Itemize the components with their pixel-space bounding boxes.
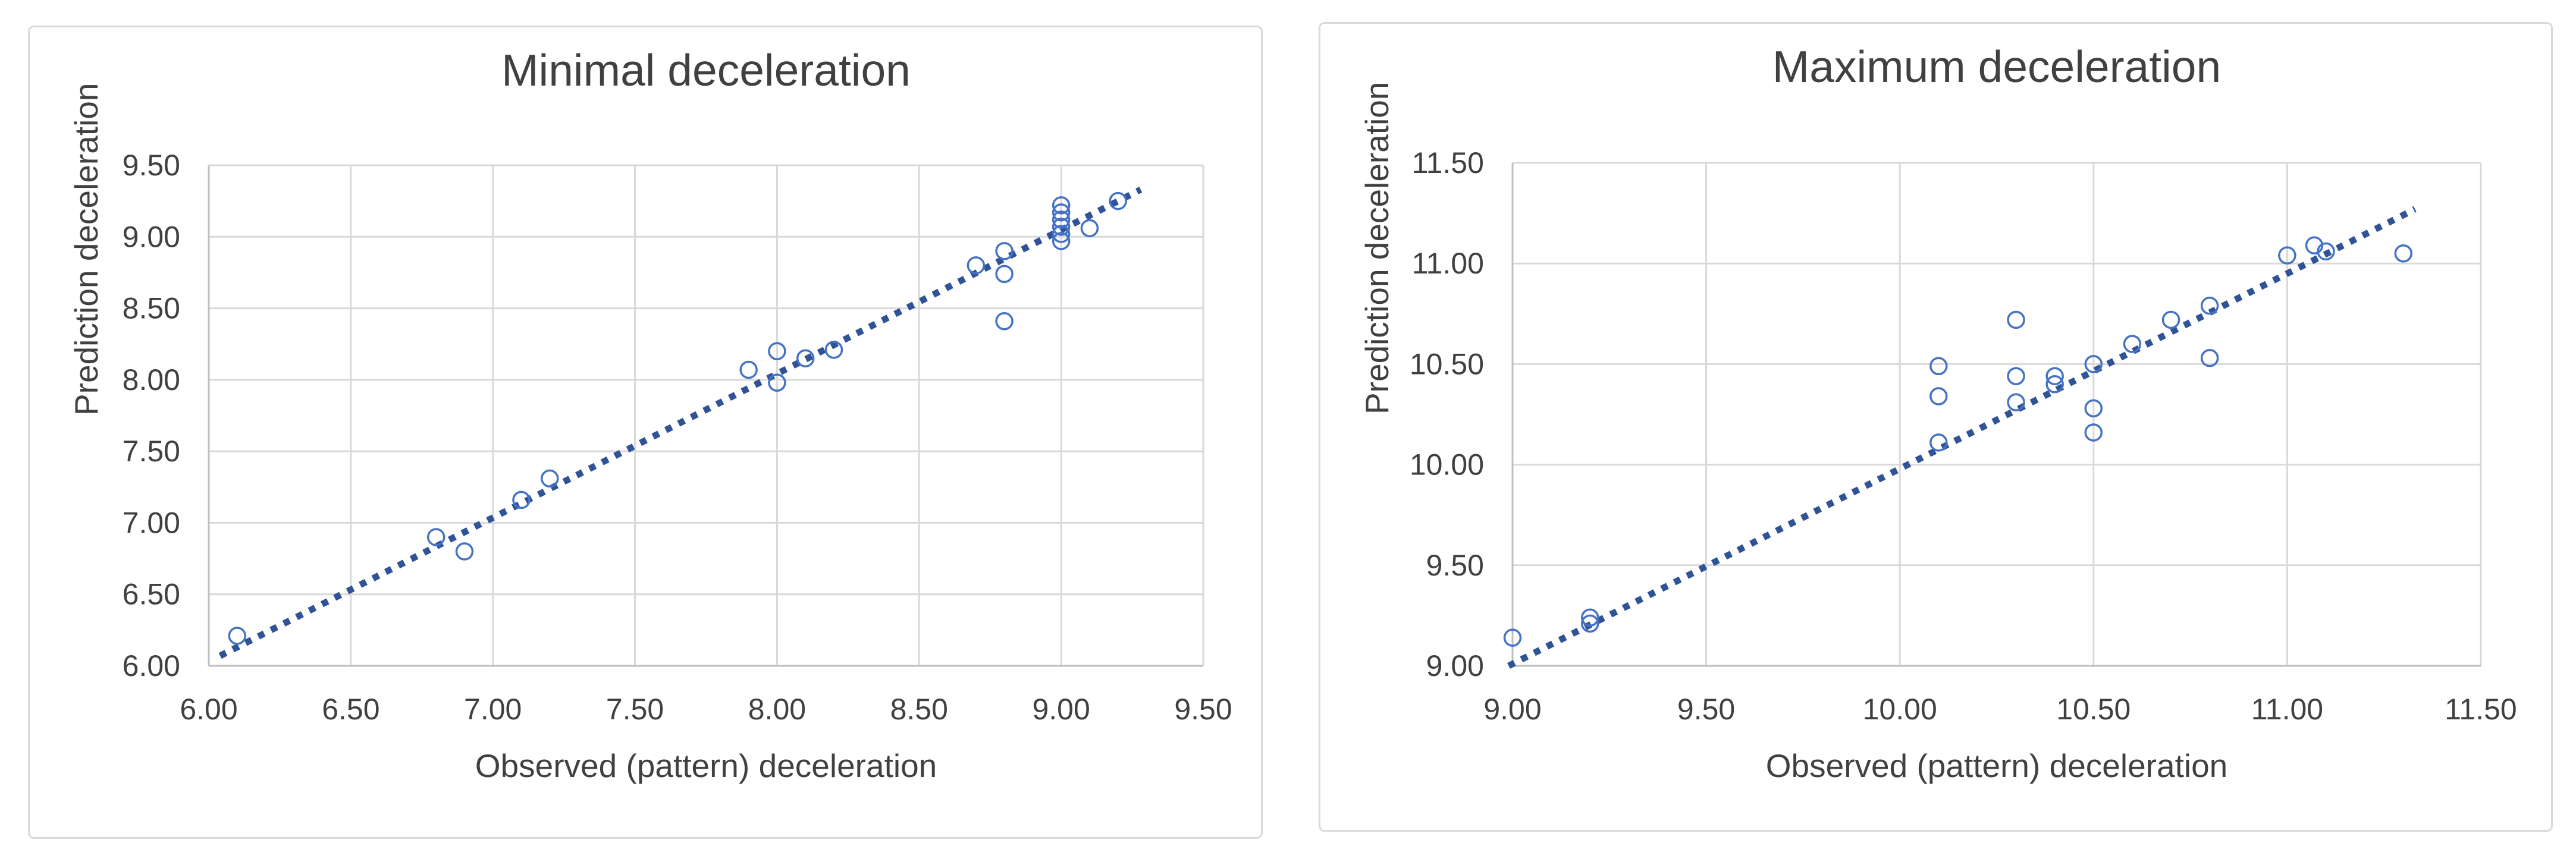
data-point-marker <box>541 469 559 488</box>
y-tick-label: 9.50 <box>1426 549 1484 582</box>
data-point-marker <box>426 528 445 546</box>
data-point-marker <box>1929 357 1948 376</box>
y-tick-label: 9.00 <box>123 220 180 253</box>
data-point-marker <box>2394 244 2413 263</box>
chart-card-minimal-deceleration: 6.00 6.50 7.00 7.50 8.00 8.50 9.00 9.50 6.00 6.50… <box>28 26 1263 839</box>
data-point-marker <box>1109 191 1127 210</box>
data-point-marker <box>2278 246 2296 265</box>
data-point-marker <box>2317 242 2335 261</box>
y-tick-label: 10.50 <box>1410 347 1484 380</box>
data-point-marker <box>512 490 531 509</box>
y-tick-label: 7.00 <box>123 506 180 539</box>
data-point-marker <box>1580 614 1599 633</box>
data-point-marker <box>824 341 843 359</box>
data-point-marker <box>995 312 1014 331</box>
x-tick-label: 7.50 <box>606 693 664 726</box>
data-point-marker <box>1503 628 1522 647</box>
data-point-marker <box>2200 348 2219 367</box>
x-tick-label: 9.00 <box>1483 693 1541 726</box>
data-point-marker <box>2007 310 2025 329</box>
x-tick-label: 9.50 <box>1174 693 1232 726</box>
x-tick-label: 10.50 <box>2056 693 2131 726</box>
data-point-marker <box>1052 218 1071 236</box>
data-point-marker <box>739 360 758 379</box>
y-tick-label: 9.00 <box>1426 649 1484 682</box>
data-point-marker <box>2200 297 2219 315</box>
data-point-marker <box>796 349 815 368</box>
data-point-marker <box>768 342 786 360</box>
chart-title: Maximum deceleration <box>1772 42 2222 92</box>
y-tick-label: 8.00 <box>123 363 180 397</box>
data-point-marker <box>2084 355 2103 373</box>
x-tick-label: 9.50 <box>1677 693 1735 726</box>
data-point-marker <box>2084 399 2103 418</box>
x-tick-label: 6.50 <box>322 693 379 726</box>
data-point-marker <box>768 373 786 392</box>
chart-title: Minimal deceleration <box>501 45 911 95</box>
data-point-marker <box>2161 310 2180 329</box>
x-tick-label: 10.00 <box>1863 693 1937 726</box>
data-point-marker <box>2045 375 2064 394</box>
data-point-marker <box>228 627 247 645</box>
data-point-marker <box>1052 210 1071 229</box>
x-tick-label: 11.00 <box>2251 693 2323 726</box>
data-point-marker <box>1052 196 1071 215</box>
data-point-marker <box>1080 219 1099 238</box>
x-tick-label: 7.00 <box>464 693 522 726</box>
y-tick-label: 11.00 <box>1412 247 1484 280</box>
y-tick-label: 11.50 <box>1412 146 1484 180</box>
chart-card-maximum-deceleration: 9.00 9.50 10.00 10.50 11.00 11.50 9.00 9.50 10.0… <box>1319 22 2553 832</box>
plot-area: 6.00 6.50 7.00 7.50 8.00 8.50 9.00 9.50 6.00 6.50… <box>123 149 1232 726</box>
x-tick-label: 6.00 <box>180 693 237 726</box>
trendline-dotted <box>1507 206 2417 669</box>
x-tick-label: 11.50 <box>2445 693 2517 726</box>
data-point-marker <box>455 542 474 561</box>
data-point-marker <box>995 242 1014 260</box>
y-tick-label: 6.00 <box>123 649 180 682</box>
data-point-marker <box>2123 335 2142 353</box>
x-axis-title: Observed (pattern) deceleration <box>475 747 937 784</box>
trendline-dotted <box>218 186 1143 659</box>
data-point-marker <box>1929 433 1948 452</box>
x-tick-label: 8.00 <box>748 693 806 726</box>
x-tick-label: 9.00 <box>1032 693 1090 726</box>
data-point-marker <box>967 256 986 275</box>
data-point-marker <box>1929 387 1948 405</box>
data-point-marker <box>1052 225 1071 243</box>
y-tick-label: 9.50 <box>123 149 180 182</box>
data-point-marker <box>1052 232 1071 250</box>
data-point-marker <box>2007 393 2025 411</box>
y-tick-label: 6.50 <box>123 578 180 611</box>
data-point-marker <box>1580 608 1599 627</box>
x-tick-label: 8.50 <box>890 693 948 726</box>
data-point-marker <box>2007 367 2025 385</box>
x-axis-title: Observed (pattern) deceleration <box>1765 747 2228 784</box>
data-point-marker <box>2084 423 2103 442</box>
data-point-marker <box>1052 203 1071 222</box>
data-point-marker <box>2045 367 2064 385</box>
y-tick-label: 7.50 <box>123 435 180 468</box>
y-tick-label: 10.00 <box>1410 448 1484 482</box>
plot-area: 9.00 9.50 10.00 10.50 11.00 11.50 9.00 9.50 10.0… <box>1410 146 2517 726</box>
data-point-marker <box>995 265 1014 284</box>
y-tick-label: 8.50 <box>123 292 180 325</box>
